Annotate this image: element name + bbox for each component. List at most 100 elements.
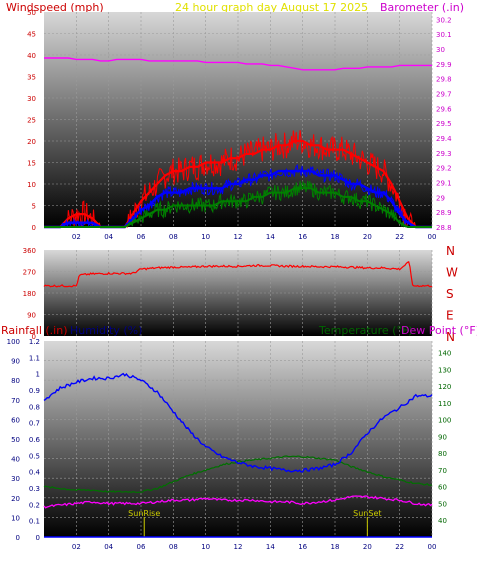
direction-series	[43, 260, 433, 288]
windspeed-tick-label: 5	[32, 203, 36, 211]
barometer-tick-label: 29.8	[436, 76, 452, 84]
climate-panel: 0 0.1 0.2 0.3 0.4 0.5 0.6 0.7 0.8 0.9 1 1.1 1.2 0 10 2…	[7, 338, 452, 551]
humidity-tick-label: 70	[11, 397, 20, 405]
windspeed-tick-label: 25	[27, 117, 36, 125]
temperature-tick-label: 40	[438, 517, 447, 525]
humidity-title: Humidity (%)	[70, 324, 142, 337]
direction-tick-label: 180	[23, 290, 36, 298]
rainfall-tick-label: 0.9	[29, 387, 40, 395]
humidity-tick-label: 10	[11, 514, 20, 522]
compass-label: W	[446, 266, 458, 280]
humidity-tick-label: 40	[11, 456, 20, 464]
sun-marker-label: SunRise	[128, 509, 160, 518]
humidity-tick-label: 30	[11, 475, 20, 483]
barometer-tick-label: 29.6	[436, 105, 452, 113]
windspeed-tick-label: 20	[27, 138, 36, 146]
graph-date-title: 24 hour graph day August 17 2025	[175, 1, 368, 14]
dew-point-title: Dew Point (°F)	[401, 324, 477, 337]
rainfall-tick-label: 1.1	[29, 354, 40, 362]
humidity-tick-label: 20	[11, 495, 20, 503]
barometer-tick-label: 30.1	[436, 31, 452, 39]
rainfall-tick-label: 0.7	[29, 420, 40, 428]
barometer-tick-label: 29.3	[436, 150, 452, 158]
temperature-line	[43, 455, 433, 494]
climate-time-tick-label: 14	[266, 543, 275, 551]
wind-series	[44, 57, 432, 229]
direction-axis: 0 90 180 270 360	[23, 247, 36, 341]
humidity-tick-label: 80	[11, 377, 20, 385]
rainfall-tick-label: 0.1	[29, 518, 40, 526]
climate-time-tick-label: 08	[169, 543, 178, 551]
rainfall-tick-label: 0.5	[29, 452, 40, 460]
windspeed-tick-label: 10	[27, 181, 36, 189]
climate-time-tick-label: 20	[363, 543, 372, 551]
sun-markers: SunRise SunSet	[128, 509, 382, 537]
humidity-tick-label: 0	[16, 534, 20, 542]
wind-time-tick-label: 00	[428, 233, 437, 241]
rainfall-tick-label: 0.8	[29, 403, 40, 411]
barometer-tick-label: 30.2	[436, 16, 452, 24]
direction-line	[43, 260, 433, 288]
temperature-tick-label: 100	[438, 417, 451, 425]
climate-series	[43, 372, 433, 538]
barometer-axis: 28.8 28.9 29 29.1 29.2 29.3 29.4 29.5 29.6 29.7 29…	[436, 16, 452, 232]
wind-time-tick-label: 04	[104, 233, 113, 241]
wind-time-tick-label: 12	[234, 233, 243, 241]
windspeed-tick-label: 35	[27, 74, 36, 82]
windspeed-tick-label: 40	[27, 52, 36, 60]
wind-time-tick-label: 14	[266, 233, 275, 241]
barometer-title: Barometer (.in)	[380, 1, 464, 14]
climate-grid	[44, 341, 433, 537]
temperature-tick-label: 90	[438, 433, 447, 441]
humidity-line	[43, 372, 433, 473]
rainfall-tick-label: 0.4	[29, 469, 41, 477]
barometer-tick-label: 30	[436, 46, 445, 54]
barometer-tick-label: 28.8	[436, 224, 452, 232]
windspeed-tick-label: 15	[27, 160, 36, 168]
direction-tick-label: 90	[27, 312, 36, 320]
barometer-tick-label: 28.9	[436, 209, 452, 217]
rainfall-axis: 0 0.1 0.2 0.3 0.4 0.5 0.6 0.7 0.8 0.9 1 1.1 1.2	[29, 338, 41, 542]
humidity-tick-label: 50	[11, 436, 20, 444]
dew-point-line	[43, 495, 433, 509]
windspeed-axis: 0 5 10 15 20 25 30 35 40 45 50	[27, 9, 36, 232]
temperature-axis: 40 50 60 70 80 90 100 110 120 130 140	[438, 350, 451, 526]
direction-tick-label: 360	[23, 247, 36, 255]
wind-time-tick-label: 20	[363, 233, 372, 241]
humidity-axis: 0 10 20 30 40 50 60 70 80 90 100	[7, 338, 20, 542]
barometer-tick-label: 29.4	[436, 135, 452, 143]
barometer-tick-label: 29.2	[436, 165, 452, 173]
climate-time-tick-label: 22	[395, 543, 404, 551]
windspeed-tick-label: 30	[27, 95, 36, 103]
temperature-tick-label: 130	[438, 366, 451, 374]
climate-time-tick-label: 02	[72, 543, 81, 551]
barometer-line	[44, 57, 432, 71]
wind-time-axis: 02 04 06 08 10 12 14 16 18 20 22 00	[72, 233, 437, 241]
windspeed-tick-label: 50	[27, 9, 36, 17]
wind-grid	[44, 12, 433, 227]
compass-label: E	[446, 309, 454, 323]
wind-low-trend	[44, 187, 432, 228]
windspeed-tick-label: 45	[27, 31, 36, 39]
windspeed-title: Windspeed (mph)	[6, 1, 104, 14]
wind-time-tick-label: 02	[72, 233, 81, 241]
rainfall-tick-label: 1	[36, 371, 40, 379]
climate-time-tick-label: 06	[137, 543, 146, 551]
climate-time-tick-label: 12	[234, 543, 243, 551]
rainfall-tick-label: 0.6	[29, 436, 41, 444]
temperature-tick-label: 60	[438, 484, 447, 492]
humidity-tick-label: 60	[11, 416, 20, 424]
wind-time-tick-label: 18	[331, 233, 340, 241]
compass-label: N	[446, 330, 455, 344]
windspeed-tick-label: 0	[32, 224, 36, 232]
temperature-title: Temperature (°F)	[318, 324, 413, 337]
rainfall-tick-label: 1.2	[29, 338, 40, 346]
temperature-tick-label: 120	[438, 383, 451, 391]
temperature-tick-label: 70	[438, 467, 447, 475]
climate-time-tick-label: 00	[428, 543, 437, 551]
wind-time-tick-label: 06	[137, 233, 146, 241]
barometer-tick-label: 29.7	[436, 91, 452, 99]
climate-time-tick-label: 18	[331, 543, 340, 551]
